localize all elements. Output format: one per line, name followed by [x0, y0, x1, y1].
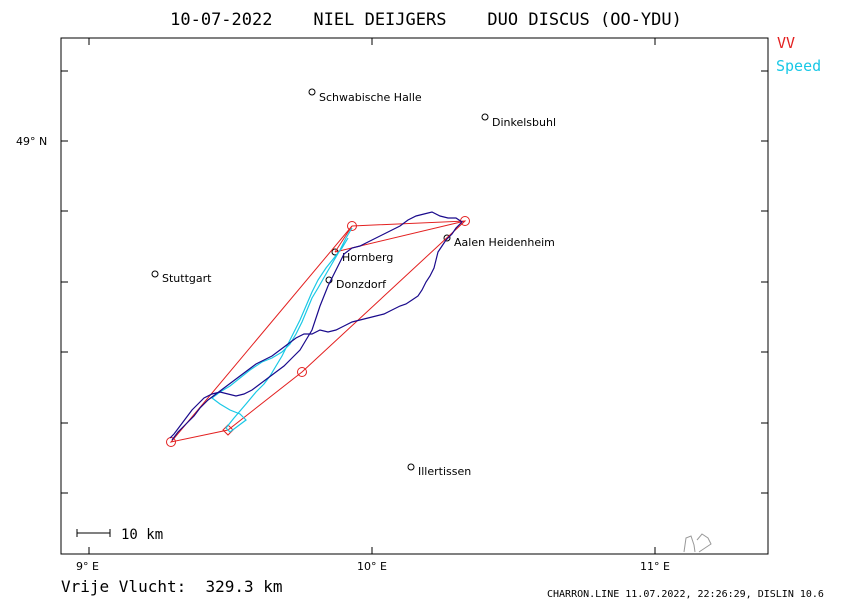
place-label: Stuttgart: [162, 272, 212, 285]
legend-speed: Speed: [776, 57, 821, 75]
scale-bar: [76, 529, 111, 537]
place-label: Schwabische Halle: [319, 91, 422, 104]
turnpoint-marker: [297, 367, 307, 377]
place-aalen-heidenheim: Aalen Heidenheim: [443, 234, 555, 249]
lat-label-49: 49° N: [16, 135, 47, 148]
place-label: Hornberg: [342, 251, 393, 264]
distance-text: Vrije Vlucht: 329.3 km: [61, 577, 283, 596]
place-hornberg: Hornberg: [331, 248, 393, 264]
place-stuttgart: Stuttgart: [151, 270, 212, 285]
place-donzdorf: Donzdorf: [325, 276, 387, 291]
place-label: Dinkelsbuhl: [492, 116, 556, 129]
start-marker: [222, 424, 234, 436]
legend-vv: VV: [777, 34, 795, 52]
place-label: Aalen Heidenheim: [454, 236, 555, 249]
border-outline: [683, 533, 712, 553]
place-illertissen: Illertissen: [407, 463, 471, 478]
place-label: Donzdorf: [336, 278, 387, 291]
scale-label: 10 km: [121, 527, 163, 543]
map-title: 10-07-2022 NIEL DEIJGERS DUO DISCUS (OO-…: [170, 10, 682, 30]
flight-track: [169, 211, 463, 441]
turnpoint-marker: [347, 221, 357, 231]
place-schwabische-halle: Schwabische Halle: [308, 88, 422, 104]
place-label: Illertissen: [418, 465, 471, 478]
lon-label-10: 10° E: [357, 560, 387, 573]
axis-ticks: [61, 38, 768, 554]
map-frame: [60, 37, 769, 555]
place-dinkelsbuhl: Dinkelsbuhl: [481, 113, 556, 129]
lon-label-9: 9° E: [76, 560, 99, 573]
speed-track: [211, 227, 353, 433]
lon-label-11: 11° E: [640, 560, 670, 573]
footer-text: CHARRON.LINE 11.07.2022, 22:26:29, DISLI…: [547, 589, 824, 600]
